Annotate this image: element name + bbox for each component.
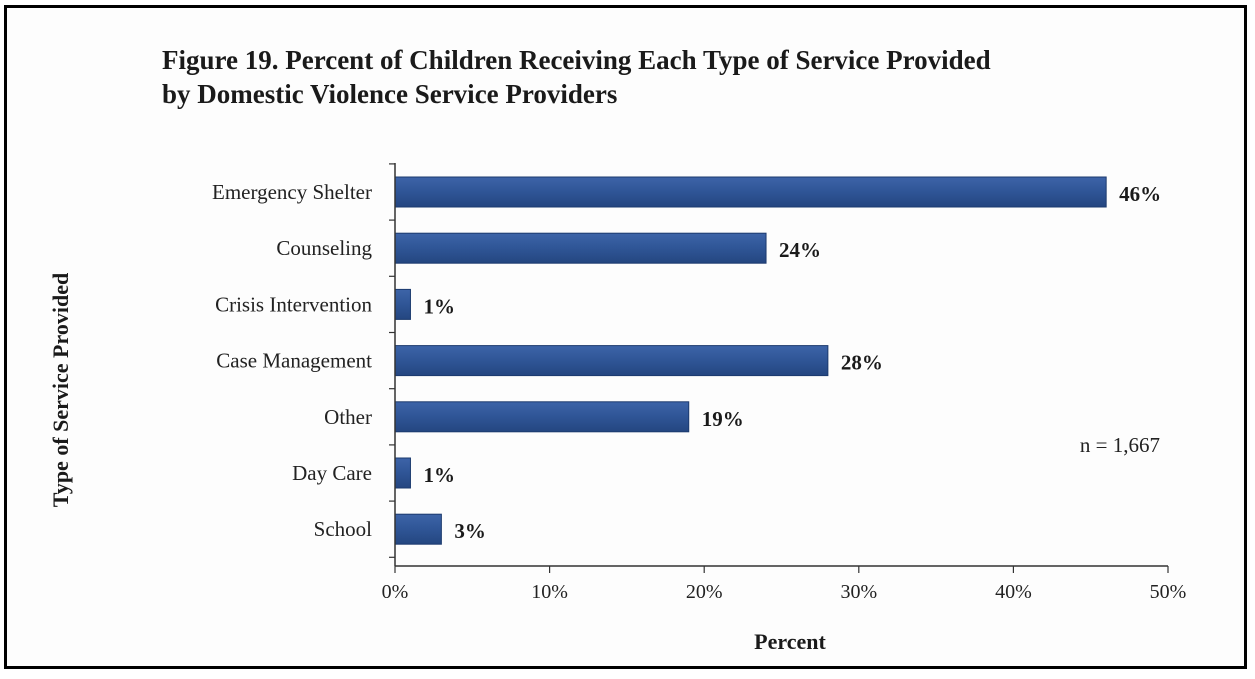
value-label-day-care: 1% — [423, 463, 455, 487]
value-label-case-management: 28% — [841, 351, 883, 375]
x-axis-title: Percent — [754, 629, 826, 654]
x-tick-label: 40% — [995, 581, 1032, 603]
bar-other — [394, 401, 690, 433]
value-labels: 46% 24% 1% 28% 19% 1% 3% — [423, 182, 1161, 543]
category-labels: Emergency Shelter Counseling Crisis Interv… — [212, 180, 372, 541]
value-label-school: 3% — [454, 519, 486, 543]
chart-frame — [4, 5, 1247, 669]
category-label-emergency-shelter: Emergency Shelter — [212, 180, 372, 204]
x-tick-label: 0% — [382, 581, 409, 603]
bar-crisis-intervention — [394, 288, 411, 320]
chart-title: Figure 19. Percent of Children Receiving… — [162, 43, 1172, 111]
bar-case-management — [394, 345, 829, 377]
value-label-counseling: 24% — [779, 238, 821, 262]
y-axis-title: Type of Service Provided — [48, 273, 73, 507]
value-label-other: 19% — [702, 407, 744, 431]
bar-emergency-shelter — [394, 176, 1107, 208]
bar-counseling — [394, 232, 767, 264]
x-tick-label: 30% — [840, 581, 877, 603]
x-tick-label: 20% — [686, 581, 723, 603]
chart-title-line-2: by Domestic Violence Service Providers — [162, 79, 618, 109]
category-label-school: School — [314, 517, 373, 541]
tick-labels: 0% 10% 20% 30% 40% 50% — [382, 581, 1187, 603]
value-label-crisis-intervention: 1% — [423, 294, 455, 318]
bars-group — [394, 176, 1107, 545]
category-label-other: Other — [324, 405, 372, 429]
value-label-emergency-shelter: 46% — [1119, 182, 1161, 206]
chart-title-line-1: Figure 19. Percent of Children Receiving… — [162, 45, 991, 75]
bar-day-care — [394, 457, 411, 489]
x-tick-label: 10% — [531, 581, 568, 603]
axes-group — [389, 163, 1169, 573]
x-tick-label: 50% — [1150, 581, 1187, 603]
category-label-case-management: Case Management — [216, 349, 372, 373]
category-label-counseling: Counseling — [276, 236, 372, 260]
category-label-crisis-intervention: Crisis Intervention — [215, 292, 372, 316]
category-label-day-care: Day Care — [292, 461, 372, 485]
bar-school — [394, 513, 442, 545]
sample-size-annotation: n = 1,667 — [1080, 433, 1160, 457]
